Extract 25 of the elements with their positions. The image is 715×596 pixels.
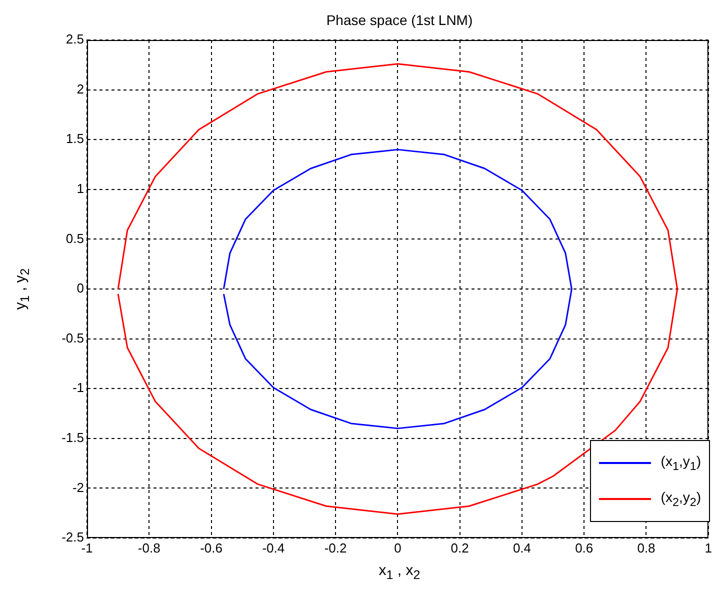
y-tick-label: -2 bbox=[72, 480, 84, 495]
x-tick-label: 0.2 bbox=[450, 540, 469, 556]
x-tick-label: 0 bbox=[394, 540, 402, 556]
y-tick-label: -0.5 bbox=[62, 330, 84, 346]
x-tick-label: -0.2 bbox=[324, 540, 347, 556]
x-axis-title: x$_{1}$ , x$_{2}$ bbox=[378, 562, 422, 582]
x-tick-label: 0.8 bbox=[637, 540, 656, 556]
y-tick-label: 1.5 bbox=[66, 131, 84, 146]
y-tick-label: -1.5 bbox=[62, 430, 84, 445]
x-tick-label: 1 bbox=[704, 540, 712, 556]
y-tick-label: -1 bbox=[72, 380, 84, 396]
y-tick-label: 2 bbox=[76, 81, 84, 96]
y-tick-label: 0 bbox=[76, 280, 84, 296]
legend-label: (x$_{2}$,y$_{2}$) bbox=[660, 489, 701, 509]
x-tick-label: -0.6 bbox=[200, 540, 222, 556]
x-tick-label: -0.4 bbox=[262, 540, 285, 556]
y-tick-label: 1 bbox=[76, 180, 84, 196]
x-tick-label: -0.8 bbox=[138, 540, 160, 556]
chart-title: Phase space (1st LNM) bbox=[325, 12, 474, 28]
y-tick-label: 0.5 bbox=[66, 230, 84, 246]
y-tick-label: 2.5 bbox=[66, 32, 84, 47]
y-tick-label: -2.5 bbox=[62, 530, 84, 545]
legend-label: (x$_{1}$,y$_{1}$) bbox=[660, 453, 701, 473]
x-tick-label: 0.4 bbox=[512, 540, 532, 556]
x-tick-label: 0.6 bbox=[575, 540, 594, 556]
